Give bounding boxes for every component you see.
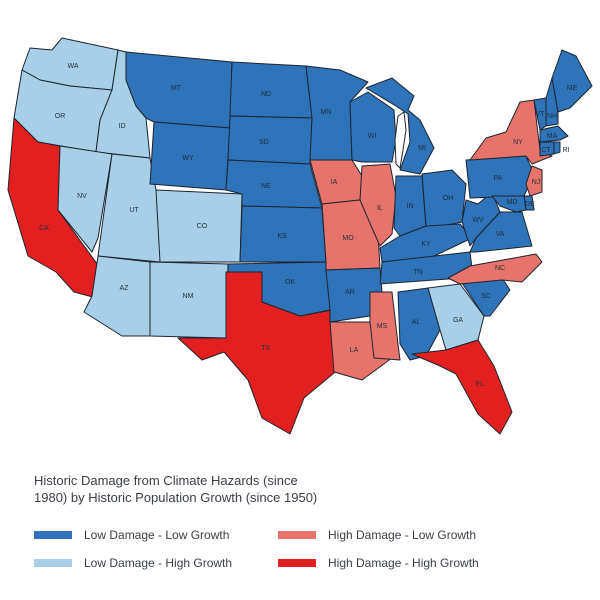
state-nm (149, 261, 229, 339)
legend-item-low-damage-high-growth: Low Damage - High Growth (34, 556, 232, 570)
state-nh (545, 77, 559, 127)
state-label-ar: AR (345, 289, 355, 296)
state-label-co: CO (197, 223, 208, 230)
state-nc (447, 253, 543, 285)
state-il (359, 163, 397, 247)
state-label-tx: TX (262, 345, 271, 352)
state-fl (411, 339, 513, 435)
state-mi (365, 77, 435, 175)
state-label-ny: NY (513, 139, 523, 146)
state-label-ma: MA (547, 133, 558, 140)
state-label-ut: UT (129, 207, 139, 214)
state-sd (227, 115, 313, 165)
state-label-mt: MT (171, 85, 182, 92)
state-ny (469, 99, 553, 165)
state-nj (525, 165, 543, 197)
state-wv (461, 191, 501, 247)
state-label-ok: OK (285, 279, 295, 286)
state-tx (177, 271, 341, 435)
state-label-me: ME (567, 85, 578, 92)
state-label-ms: MS (377, 323, 388, 330)
state-label-ct: CT (541, 147, 551, 154)
legend-swatch (34, 559, 72, 567)
state-label-nm: NM (183, 293, 194, 300)
state-label-vt: VT (536, 111, 546, 118)
state-label-nd: ND (261, 91, 271, 98)
state-label-nc: NC (495, 265, 505, 272)
state-label-de: DE (525, 201, 535, 208)
state-label-ks: KS (277, 233, 287, 240)
legend-label: Low Damage - Low Growth (84, 528, 230, 542)
state-nv (57, 145, 113, 253)
state-label-fl: FL (476, 381, 484, 388)
state-md (491, 195, 527, 213)
state-label-mi: MI (418, 145, 426, 152)
great-lakes (394, 111, 407, 170)
state-label-il: IL (377, 205, 383, 212)
state-label-ia: IA (331, 179, 338, 186)
legend-swatch (278, 559, 316, 567)
state-label-id: ID (119, 123, 126, 130)
state-label-sc: SC (481, 293, 491, 300)
legend-item-high-damage-low-growth: High Damage - Low Growth (278, 528, 476, 542)
legend-label: High Damage - High Growth (328, 556, 479, 570)
state-label-mn: MN (321, 109, 332, 116)
legend-label: High Damage - Low Growth (328, 528, 477, 542)
legend-swatch (34, 531, 72, 539)
state-label-pa: PA (494, 175, 503, 182)
state-label-oh: OH (443, 195, 454, 202)
state-label-nv: NV (77, 193, 87, 200)
legend-title: Historic Damage from Climate Hazards (si… (34, 473, 318, 505)
state-ri (553, 141, 561, 155)
state-label-wa: WA (67, 63, 78, 70)
state-label-al: AL (412, 319, 421, 326)
state-label-nj: NJ (532, 179, 541, 186)
state-label-sd: SD (259, 139, 269, 146)
state-labels-layer: WA OR CA ID NV UT AZ MT WY CO NM ND SD NE KS OK TX MN IA MO… (39, 63, 577, 388)
legend-item-low-damage-low-growth: Low Damage - Low Growth (34, 528, 229, 542)
state-label-md: MD (507, 199, 518, 206)
state-label-ga: GA (453, 317, 463, 324)
legend-label: Low Damage - High Growth (84, 556, 233, 570)
state-ma (539, 125, 569, 143)
legend-swatch (278, 531, 316, 539)
state-label-tn: TN (413, 269, 422, 276)
state-label-or: OR (55, 113, 66, 120)
us-choropleth-map: WA OR CA ID NV UT AZ MT WY CO NM ND SD NE KS OK TX MN IA MO… (7, 37, 593, 435)
state-label-in: IN (407, 203, 414, 210)
state-label-mo: MO (342, 235, 354, 242)
state-label-ne: NE (261, 183, 271, 190)
state-label-nh: NH (547, 113, 557, 120)
state-label-va: VA (496, 231, 505, 238)
state-label-wi: WI (368, 133, 377, 140)
state-label-wv: WV (472, 217, 484, 224)
state-label-ca: CA (39, 225, 49, 232)
state-label-wy: WY (182, 155, 194, 162)
state-ms (369, 291, 401, 361)
state-label-az: AZ (120, 285, 130, 292)
states-layer (7, 37, 593, 435)
state-wi (349, 91, 397, 163)
lake-michigan (394, 111, 407, 170)
legend-item-high-damage-high-growth: High Damage - High Growth (278, 556, 479, 570)
state-label-ri: RI (563, 147, 570, 154)
state-label-ky: KY (421, 241, 431, 248)
state-me (551, 49, 593, 113)
state-label-la: LA (350, 347, 359, 354)
